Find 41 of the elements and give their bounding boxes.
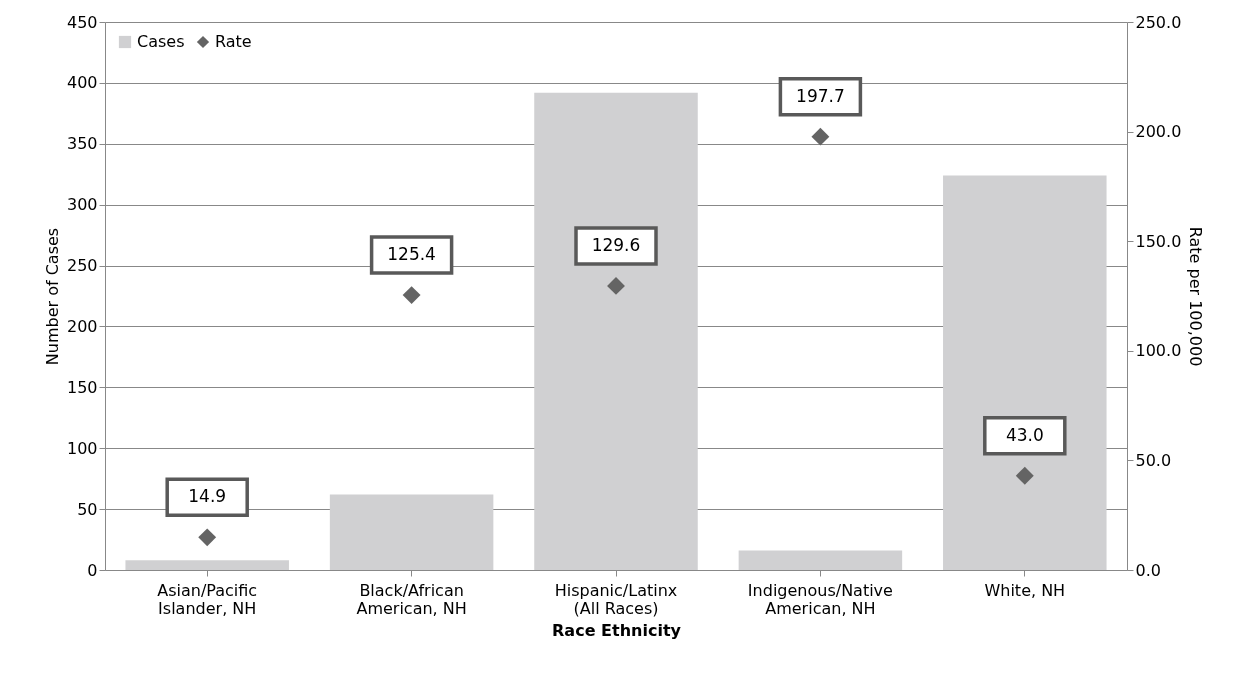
bar bbox=[943, 175, 1107, 570]
y-tick-label: 400 bbox=[66, 73, 98, 93]
y-tick-label: 350 bbox=[66, 134, 98, 154]
data-label: 43.0 bbox=[1005, 424, 1044, 445]
bar bbox=[329, 494, 494, 570]
y-tick-label: 50 bbox=[77, 499, 98, 519]
bar bbox=[125, 560, 289, 570]
y-axis-title: Number of Cases bbox=[42, 227, 62, 366]
y2-tick-label: 250.0 bbox=[1135, 12, 1182, 32]
y-tick-label: 450 bbox=[66, 12, 98, 32]
data-label: 129.6 bbox=[591, 234, 641, 255]
x-axis-title: Race Ethnicity bbox=[552, 620, 682, 640]
y2-tick-label: 50.0 bbox=[1135, 450, 1172, 470]
x-tick-label: Asian/Pacific Islander, NH bbox=[157, 580, 258, 618]
x-tick-label: Hispanic/Latinx (All Races) bbox=[554, 580, 678, 618]
y-tick-label: 0 bbox=[87, 560, 98, 580]
y2-tick-label: 0.0 bbox=[1135, 560, 1161, 580]
x-tick-label: Black/African American, NH bbox=[356, 580, 467, 618]
point bbox=[811, 127, 830, 146]
point bbox=[198, 528, 217, 547]
bar bbox=[738, 550, 903, 570]
point bbox=[607, 276, 625, 295]
legend-label: Cases bbox=[137, 32, 185, 51]
y-tick-label: 200 bbox=[66, 316, 98, 336]
y2-tick-label: 100.0 bbox=[1135, 341, 1182, 361]
y2-tick-label: 200.0 bbox=[1135, 122, 1182, 142]
data-label: 14.9 bbox=[188, 486, 227, 507]
point bbox=[1015, 466, 1034, 485]
x-tick-label: White, NH bbox=[984, 580, 1066, 600]
data-label: 125.4 bbox=[387, 244, 436, 265]
y-tick-label: 250 bbox=[66, 256, 98, 276]
y-tick-label: 150 bbox=[66, 377, 98, 397]
point bbox=[402, 286, 421, 305]
y-tick-label: 100 bbox=[66, 438, 98, 458]
y2-tick-label: 150.0 bbox=[1135, 231, 1182, 251]
y-tick-label: 300 bbox=[66, 195, 98, 215]
bar bbox=[534, 92, 698, 570]
x-tick-label: Indigenous/Native American, NH bbox=[747, 580, 893, 618]
legend-label: Rate bbox=[215, 32, 252, 51]
y2-axis-title: Rate per 100,000 bbox=[1186, 226, 1206, 367]
data-label: 197.7 bbox=[796, 85, 845, 106]
